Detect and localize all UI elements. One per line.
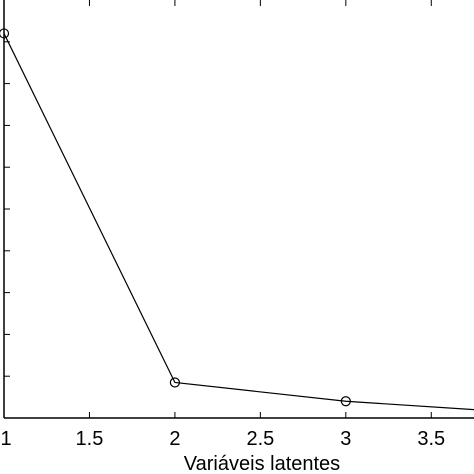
x-tick-label: 2 — [169, 428, 180, 450]
x-tick-label: 2.5 — [246, 428, 274, 450]
data-point — [169, 377, 181, 388]
series-line — [3, 33, 474, 411]
x-tick-label: 1.5 — [76, 428, 104, 450]
data-point — [340, 396, 351, 407]
x-tick-label: 1 — [0, 428, 11, 450]
x-ticks — [3, 0, 432, 418]
data-series — [0, 28, 474, 411]
y-ticks — [4, 41, 10, 377]
x-tick-labels: 1 1.5 2 2.5 3 3.5 — [0, 428, 445, 450]
x-axis-label: Variáveis latentes — [184, 453, 340, 474]
data-point — [0, 28, 10, 39]
x-tick-label: 3 — [340, 428, 351, 450]
x-tick-label: 3.5 — [417, 428, 445, 450]
chart-axes — [3, 0, 474, 419]
